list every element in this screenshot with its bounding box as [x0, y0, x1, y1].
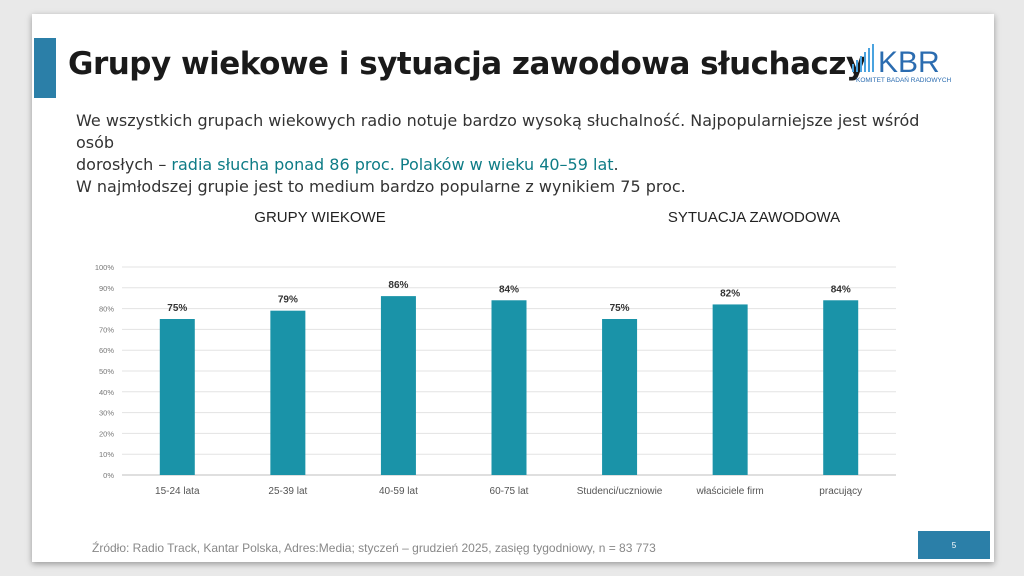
logo-text: KBR [878, 46, 940, 79]
page-number: 5 [918, 531, 990, 559]
bar [602, 319, 638, 475]
data-label: 79% [278, 295, 298, 306]
y-tick-label: 100% [95, 263, 115, 272]
bar-signal-icon [852, 44, 874, 72]
bar [491, 300, 527, 475]
page-title: Grupy wiekowe i sytuacja zawodowa słucha… [68, 46, 866, 82]
intro-line-2-prefix: dorosłych – [76, 155, 172, 174]
intro-highlight: radia słucha ponad 86 proc. Polaków w wi… [171, 155, 614, 174]
intro-line-2: dorosłych – radia słucha ponad 86 proc. … [76, 154, 926, 176]
y-tick-label: 70% [99, 325, 114, 334]
kbr-logo: KBR KOMITET BADAŃ RADIOWYCH [852, 44, 952, 84]
bar-chart: 0% 10% 20% 30% 40% 50% 60% 70% 80% 90% 100% GRUPY W… [95, 209, 896, 497]
logo-subtitle: KOMITET BADAŃ RADIOWYCH [856, 75, 952, 84]
intro-line-3: W najmłodszej grupie jest to medium bard… [76, 177, 686, 196]
chart-group-title: GRUPY WIEKOWE [254, 209, 385, 226]
intro-line-1: We wszystkich grupach wiekowych radio no… [76, 111, 920, 152]
bar [270, 310, 306, 475]
y-tick-label: 60% [99, 346, 114, 355]
title-accent-bar [34, 38, 56, 98]
y-tick-label: 0% [103, 471, 114, 480]
bar [159, 319, 195, 475]
data-label: 75% [610, 303, 630, 314]
data-label: 75% [167, 303, 187, 314]
y-tick-label: 10% [99, 450, 114, 459]
x-tick-label: 25-39 lat [268, 486, 307, 497]
bar [380, 296, 416, 475]
data-label: 84% [831, 284, 851, 295]
y-tick-label: 40% [99, 388, 114, 397]
x-tick-label: właściciele firm [696, 486, 764, 497]
data-label: 84% [499, 284, 519, 295]
y-tick-label: 90% [99, 284, 114, 293]
y-tick-label: 20% [99, 429, 114, 438]
slide: Grupy wiekowe i sytuacja zawodowa słucha… [32, 14, 994, 562]
y-tick-label: 80% [99, 305, 114, 314]
y-tick-label: 30% [99, 409, 114, 418]
x-tick-label: Studenci/uczniowie [577, 486, 663, 497]
bar [712, 304, 748, 475]
intro-line-2-suffix: . [613, 155, 619, 174]
x-tick-label: 15-24 lata [155, 486, 200, 497]
y-tick-label: 50% [99, 367, 114, 376]
source-note: Źródło: Radio Track, Kantar Polska, Adre… [92, 541, 656, 555]
intro-text: We wszystkich grupach wiekowych radio no… [76, 110, 926, 198]
bar [823, 300, 859, 475]
x-tick-label: 40-59 lat [379, 486, 418, 497]
data-label: 86% [388, 280, 408, 291]
chart-group-title: SYTUACJA ZAWODOWA [668, 209, 840, 226]
x-tick-label: 60-75 lat [490, 486, 529, 497]
x-tick-label: pracujący [819, 486, 862, 497]
data-label: 82% [720, 288, 740, 299]
